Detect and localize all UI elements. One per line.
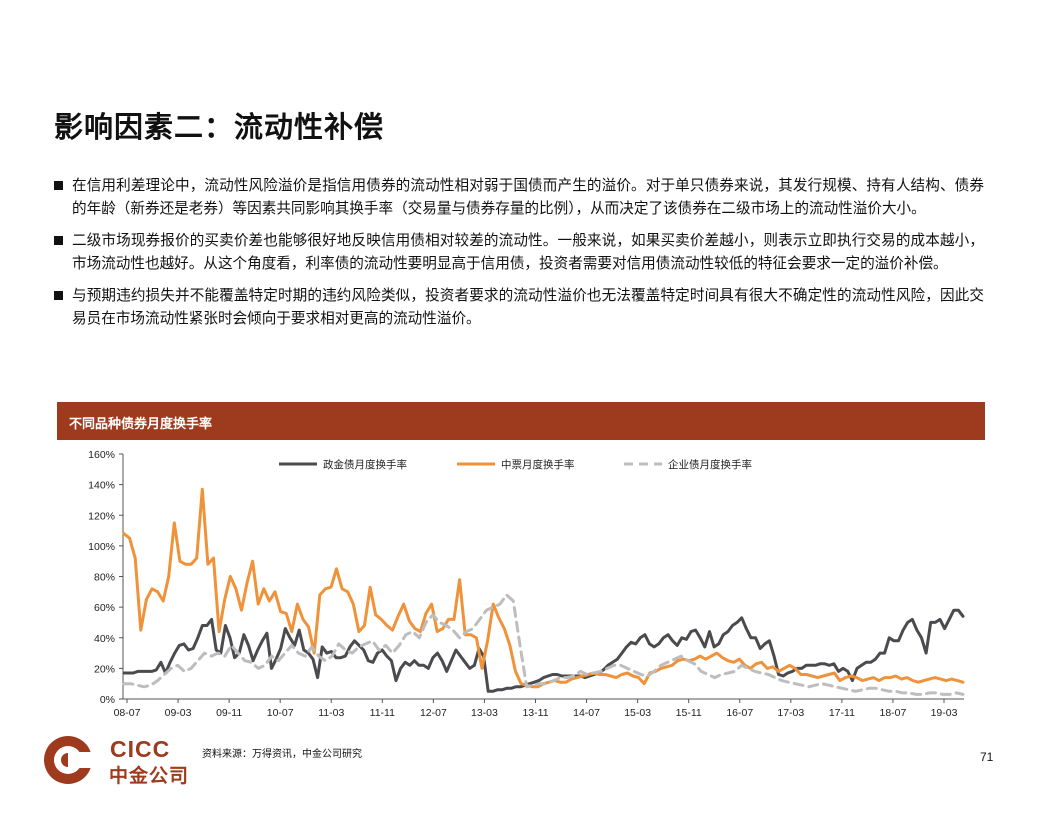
x-tick-label: 13-11	[522, 707, 548, 719]
x-tick-label: 16-07	[726, 707, 753, 719]
x-tick-label: 11-03	[318, 707, 344, 719]
page-number: 71	[980, 750, 994, 764]
x-tick-label: 10-07	[267, 707, 294, 719]
x-tick-label: 09-11	[216, 707, 242, 719]
y-tick-label: 80%	[94, 572, 115, 584]
y-tick-label: 160%	[88, 449, 115, 461]
y-tick-label: 120%	[88, 510, 115, 522]
square-bullet-icon	[54, 181, 63, 190]
chart-header: 不同品种债券月度换手率	[57, 402, 985, 440]
y-tick-label: 40%	[94, 633, 115, 645]
series-line-2	[122, 487, 965, 689]
x-tick-label: 15-03	[624, 707, 651, 719]
y-tick-label: 100%	[88, 541, 115, 553]
bullet-list: 在信用利差理论中，流动性风险溢价是指信用债券的流动性相对弱于国债而产生的溢价。对…	[54, 174, 984, 339]
x-tick-label: 12-07	[420, 707, 447, 719]
turnover-line-chart: 0% 20% 40% 60% 80% 100% 120% 140% 160% 08-07 09-03…	[88, 449, 965, 719]
x-tick-label: 17-11	[829, 707, 855, 719]
logo-text-en: CICC	[110, 736, 171, 762]
bullet-item: 在信用利差理论中，流动性风险溢价是指信用债券的流动性相对弱于国债而产生的溢价。对…	[54, 174, 984, 220]
bullet-text: 二级市场现券报价的买卖价差也能够很好地反映信用债相对较差的流动性。一般来说，如果…	[72, 232, 984, 272]
series-line-1	[122, 608, 965, 693]
square-bullet-icon	[54, 291, 63, 300]
cicc-logo: CICC 中金公司	[42, 734, 202, 787]
x-tick-label: 14-07	[573, 707, 600, 719]
legend-label: 企业债月度换手率	[668, 458, 752, 471]
x-tick-label: 19-03	[931, 707, 958, 719]
y-tick-label: 20%	[94, 663, 115, 675]
cicc-seal-icon	[44, 736, 94, 784]
legend-label: 政金债月度换手率	[323, 458, 407, 471]
bullet-text: 在信用利差理论中，流动性风险溢价是指信用债券的流动性相对弱于国债而产生的溢价。对…	[72, 177, 984, 217]
slide-title: 影响因素二：流动性补偿	[54, 110, 385, 144]
bullet-item: 二级市场现券报价的买卖价差也能够很好地反映信用债相对较差的流动性。一般来说，如果…	[54, 229, 984, 275]
chart-title: 不同品种债券月度换手率	[69, 417, 213, 432]
x-tick-label: 08-07	[114, 707, 141, 719]
x-tick-label: 15-11	[676, 707, 702, 719]
chart-panel: 0% 20% 40% 60% 80% 100% 120% 140% 160% 08-07 09-03…	[57, 440, 985, 722]
y-tick-label: 140%	[88, 480, 115, 492]
x-tick-label: 09-03	[165, 707, 192, 719]
x-tick-label: 13-03	[471, 707, 498, 719]
y-tick-label: 0%	[100, 694, 115, 706]
x-tick-label: 18-07	[880, 707, 907, 719]
series-line-3	[122, 593, 965, 696]
bullet-item: 与预期违约损失并不能覆盖特定时期的违约风险类似，投资者要求的流动性溢价也无法覆盖…	[54, 284, 984, 330]
square-bullet-icon	[54, 236, 63, 245]
x-tick-label: 11-11	[370, 707, 395, 719]
bullet-text: 与预期违约损失并不能覆盖特定时期的违约风险类似，投资者要求的流动性溢价也无法覆盖…	[72, 287, 984, 327]
x-tick-label: 17-03	[777, 707, 804, 719]
source-note: 资料来源：万得资讯，中金公司研究	[202, 749, 362, 760]
legend-label: 中票月度换手率	[501, 458, 575, 471]
logo-text-cn: 中金公司	[109, 765, 190, 787]
y-tick-label: 60%	[94, 602, 115, 614]
